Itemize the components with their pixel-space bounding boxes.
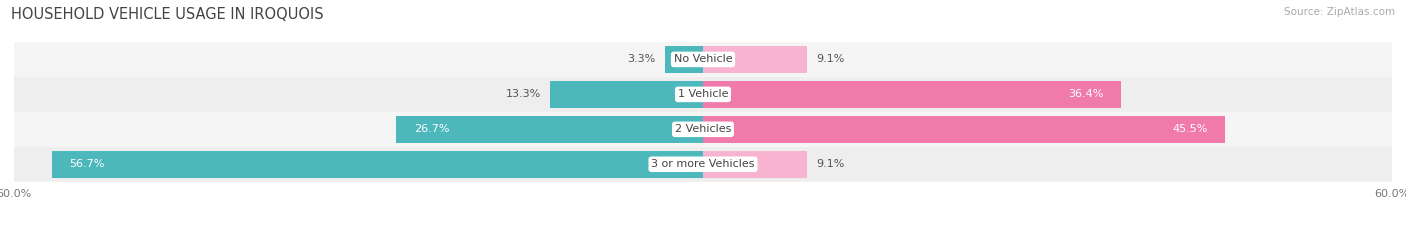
Bar [665, 46, 703, 73]
FancyBboxPatch shape [14, 77, 1392, 112]
Text: 26.7%: 26.7% [413, 124, 449, 134]
Text: No Vehicle: No Vehicle [673, 55, 733, 64]
Text: 56.7%: 56.7% [69, 159, 104, 169]
Bar [703, 81, 1121, 108]
Text: 13.3%: 13.3% [506, 89, 541, 99]
Text: Source: ZipAtlas.com: Source: ZipAtlas.com [1284, 7, 1395, 17]
FancyBboxPatch shape [14, 147, 1392, 182]
Text: 1 Vehicle: 1 Vehicle [678, 89, 728, 99]
FancyBboxPatch shape [14, 42, 1392, 77]
Text: 9.1%: 9.1% [817, 159, 845, 169]
Text: 3.3%: 3.3% [627, 55, 657, 64]
Text: 45.5%: 45.5% [1173, 124, 1208, 134]
Bar [703, 151, 807, 178]
Bar [550, 81, 703, 108]
Bar [396, 116, 703, 143]
Text: 3 or more Vehicles: 3 or more Vehicles [651, 159, 755, 169]
Text: 36.4%: 36.4% [1069, 89, 1104, 99]
Text: HOUSEHOLD VEHICLE USAGE IN IROQUOIS: HOUSEHOLD VEHICLE USAGE IN IROQUOIS [11, 7, 323, 22]
FancyBboxPatch shape [14, 112, 1392, 147]
Text: 9.1%: 9.1% [817, 55, 845, 64]
Bar [703, 116, 1226, 143]
Bar [703, 46, 807, 73]
Text: 2 Vehicles: 2 Vehicles [675, 124, 731, 134]
Bar [52, 151, 703, 178]
